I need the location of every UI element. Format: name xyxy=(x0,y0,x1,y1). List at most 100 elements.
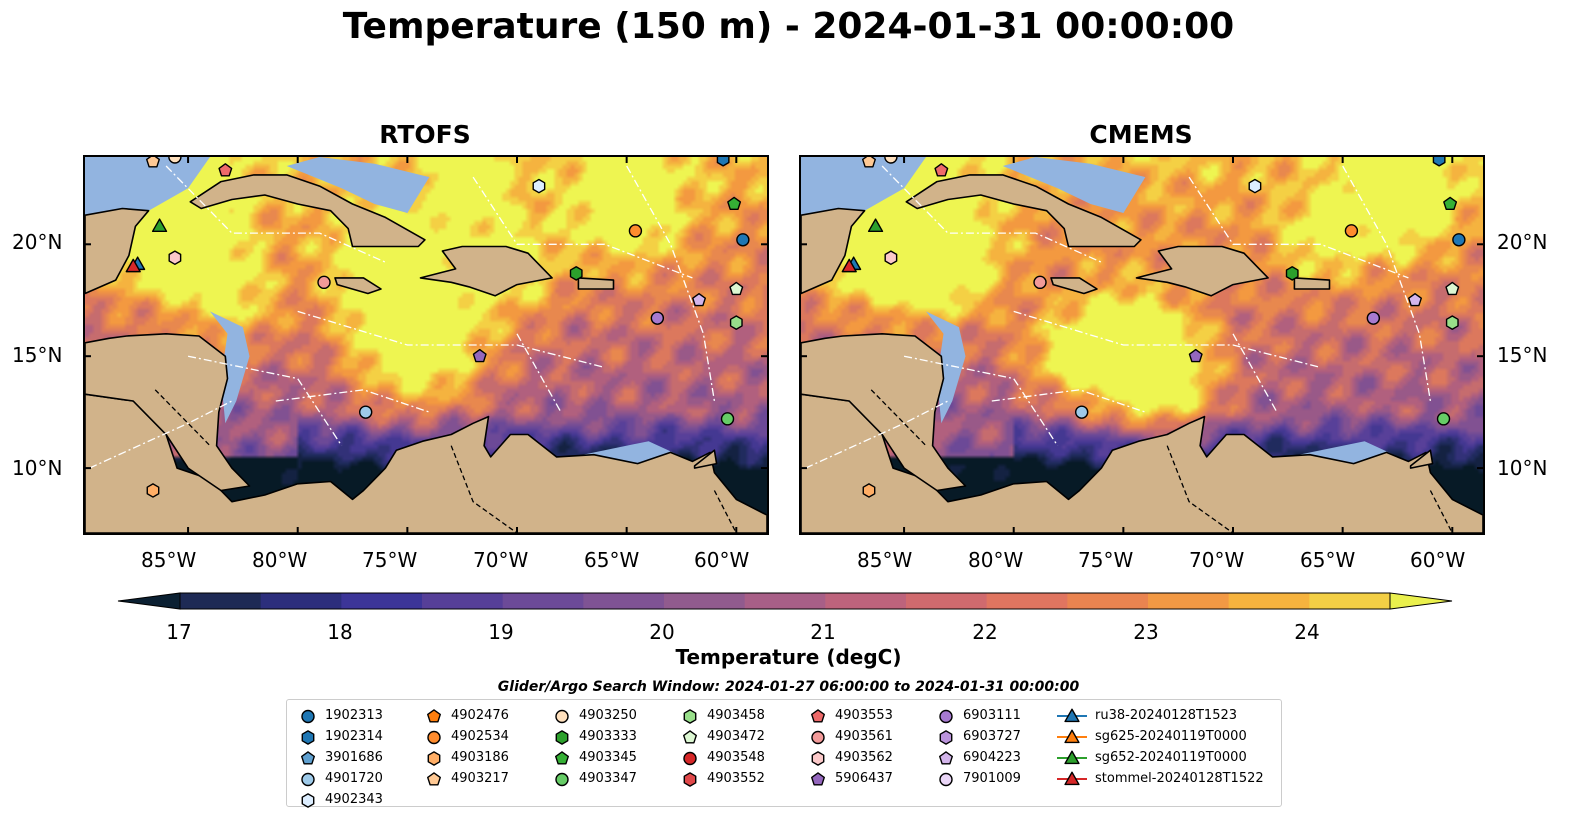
float-marker-21 xyxy=(125,258,141,273)
float-marker-16 xyxy=(472,348,487,363)
legend-item: 5906437 xyxy=(809,768,893,789)
legend-marker xyxy=(811,771,825,786)
legend-item: 4903333 xyxy=(553,726,637,747)
legend-item: sg652-20240119T0000 xyxy=(1057,747,1264,768)
land-puertoRico xyxy=(577,277,615,290)
legend-item: 4903561 xyxy=(809,726,893,747)
boundary-line xyxy=(626,165,716,402)
legend-item: 3901686 xyxy=(299,747,383,768)
legend-marker xyxy=(811,730,825,744)
country-border xyxy=(154,389,211,447)
hexagon-marker-icon xyxy=(939,729,953,745)
float-marker-9 xyxy=(569,266,583,281)
circle-marker-icon xyxy=(301,772,315,786)
map-svg xyxy=(85,157,767,533)
float-marker-1 xyxy=(716,157,730,167)
legend-marker xyxy=(683,771,697,787)
lon-label-70w-left: 70°W xyxy=(473,548,529,572)
legend-item: sg625-20240119T0000 xyxy=(1057,726,1264,747)
legend-item: 1902313 xyxy=(299,705,383,726)
legend-item: 4903347 xyxy=(553,768,637,789)
float-marker-2 xyxy=(146,157,160,168)
legend-label: sg652-20240119T0000 xyxy=(1095,750,1247,765)
float-marker-11 xyxy=(1436,412,1451,426)
legend-label: 4903217 xyxy=(451,771,509,786)
boundary-line xyxy=(187,355,343,447)
float-marker-7 xyxy=(218,163,233,177)
legend-item: 4902534 xyxy=(425,726,509,747)
hexagon-marker-icon xyxy=(555,729,569,745)
legend-marker xyxy=(555,709,569,723)
hexagon-marker-icon xyxy=(301,792,315,808)
legend-column: 4903250 4903333 4903345 4903347 xyxy=(553,705,637,789)
lon-label-60w-left: 60°W xyxy=(694,548,750,572)
triangle-marker-icon xyxy=(1057,750,1087,764)
lon-label-70w-right: 70°W xyxy=(1189,548,1245,572)
legend-marker xyxy=(683,729,697,744)
legend-item: 4903562 xyxy=(809,747,893,768)
legend-item: 4903472 xyxy=(681,726,765,747)
colorbar-segment xyxy=(1228,593,1310,609)
lon-label-85w-left: 85°W xyxy=(141,548,197,572)
legend-marker xyxy=(555,750,569,765)
colorbar-tick-22: 22 xyxy=(972,620,998,644)
pentagon-marker-icon xyxy=(811,708,825,723)
triangle-marker-icon xyxy=(1057,708,1087,722)
float-marker-15 xyxy=(168,250,182,266)
triangle-marker-icon xyxy=(1057,771,1087,785)
legend-label: 4903562 xyxy=(835,750,893,765)
float-marker-20 xyxy=(867,218,884,233)
float-marker-18 xyxy=(692,292,706,307)
legend-label: 4903186 xyxy=(451,750,509,765)
legend-label: 4903552 xyxy=(707,771,765,786)
float-marker-0 xyxy=(736,233,750,247)
float-marker-8 xyxy=(168,157,182,164)
float-marker-5 xyxy=(1344,224,1359,238)
float-marker-10 xyxy=(727,196,742,211)
land-hispaniola xyxy=(419,245,553,297)
legend-item: 4902476 xyxy=(425,705,509,726)
legend-label: 1902314 xyxy=(325,729,383,744)
lon-label-65w-right: 65°W xyxy=(1300,548,1356,572)
colorbar-tick-17: 17 xyxy=(166,620,192,644)
colorbar-tick-23: 23 xyxy=(1133,620,1159,644)
legend-column: 4902476 4902534 4903186 4903217 xyxy=(425,705,509,789)
shallow-water xyxy=(85,157,210,216)
legend-marker xyxy=(301,729,315,745)
circle-marker-icon xyxy=(427,730,441,744)
panel-title-cmems: CMEMS xyxy=(1089,120,1193,149)
float-marker-15 xyxy=(884,250,898,266)
land-jamaica xyxy=(334,277,382,295)
hexagon-marker-icon xyxy=(683,708,697,724)
boundary-line xyxy=(903,355,1059,447)
legend-label: 4903553 xyxy=(835,708,893,723)
hexagon-marker-icon xyxy=(427,750,441,766)
legend-item: stommel-20240128T1522 xyxy=(1057,768,1264,789)
legend-label: 4902534 xyxy=(451,729,509,744)
lat-label-15n-left: 15°N xyxy=(12,343,63,367)
map-svg xyxy=(801,157,1483,533)
float-marker-17 xyxy=(1366,311,1381,325)
legend-label: 4903458 xyxy=(707,708,765,723)
lon-label-80w-left: 80°W xyxy=(252,548,308,572)
circle-marker-icon xyxy=(939,772,953,786)
lat-label-20n-left: 20°N xyxy=(12,230,63,254)
float-marker-7 xyxy=(934,163,949,177)
land-trinidad xyxy=(693,449,718,469)
legend-marker xyxy=(1064,750,1080,764)
legend-marker xyxy=(555,772,569,786)
float-marker-2 xyxy=(862,157,876,168)
boundary-line xyxy=(1342,165,1432,402)
float-marker-9 xyxy=(1285,266,1299,281)
colorbar-extend-min xyxy=(117,592,181,610)
hexagon-marker-icon xyxy=(811,750,825,766)
legend-column: 6903111 6903727 6904223 7901009 xyxy=(937,705,1021,789)
legend-label: 5906437 xyxy=(835,771,893,786)
search-window-caption: Glider/Argo Search Window: 2024-01-27 06… xyxy=(497,679,1080,695)
lon-label-75w-right: 75°W xyxy=(1078,548,1134,572)
legend-item: 4901720 xyxy=(299,768,383,789)
legend-label: 1902313 xyxy=(325,708,383,723)
legend-item: 4902343 xyxy=(299,789,383,810)
colorbar-segment xyxy=(341,593,423,609)
colorbar-segment xyxy=(664,593,746,609)
